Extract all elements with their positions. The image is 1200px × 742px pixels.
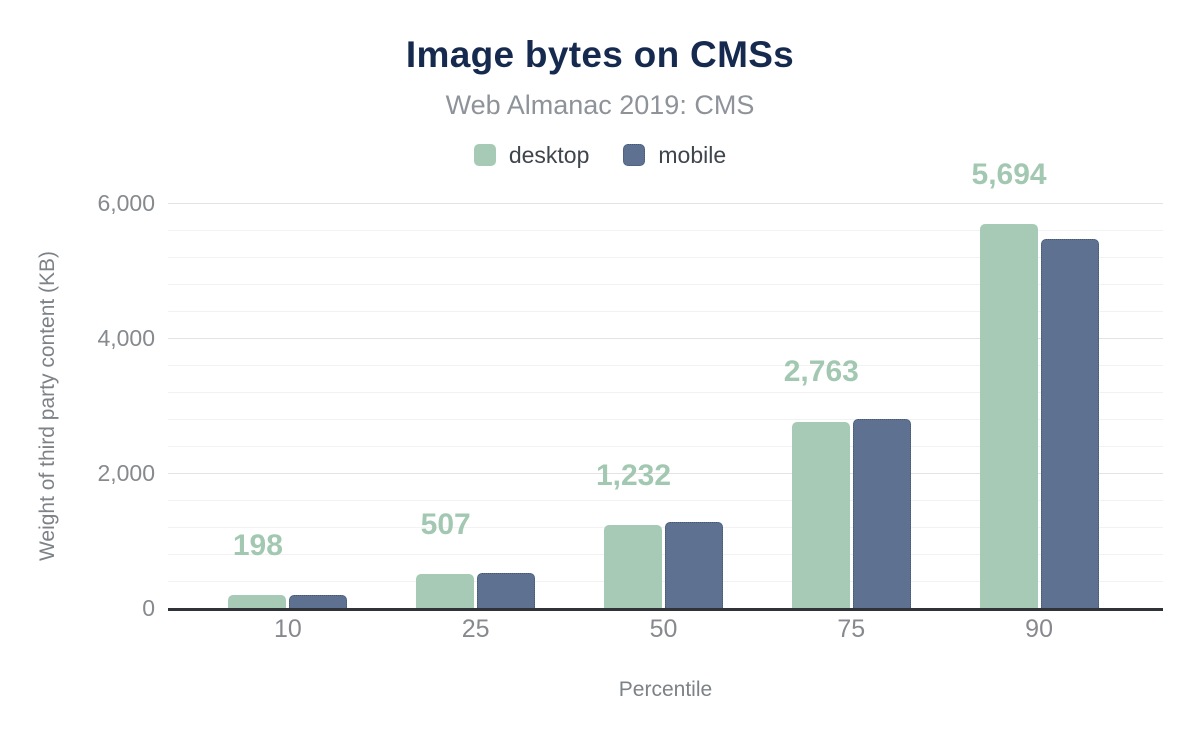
data-label-p75: 2,763 — [783, 355, 859, 388]
gridline-minor — [168, 257, 1163, 258]
x-axis-title: Percentile — [618, 678, 713, 701]
bar-group-p90: 5,694 — [945, 160, 1133, 608]
x-tick-label: 25 — [461, 615, 490, 643]
legend-label: mobile — [658, 141, 727, 168]
bar-group-p10: 198 — [194, 203, 382, 608]
gridline-major — [168, 338, 1163, 339]
data-label-p10: 198 — [232, 529, 283, 562]
bar-mobile-p10[interactable] — [289, 595, 348, 608]
legend: desktop mobile — [0, 141, 1200, 169]
data-label-p90: 5,694 — [971, 158, 1047, 191]
gridline-minor — [168, 230, 1163, 231]
gridline-minor — [168, 446, 1163, 447]
plot-area: 198 507 1,232 2,763 5,694 — [168, 160, 1163, 611]
y-axis-ticks: 6,000 4,000 2,000 0 — [0, 190, 155, 621]
bar-group-p50: 1,232 — [570, 203, 758, 608]
gridline-minor — [168, 365, 1163, 366]
legend-item-mobile[interactable]: mobile — [623, 141, 727, 168]
gridline-major — [168, 203, 1163, 204]
bar-desktop-p25[interactable] — [416, 573, 475, 608]
data-label-p50: 1,232 — [595, 459, 672, 492]
bar-group-p25: 507 — [382, 203, 570, 608]
gridline-minor — [168, 311, 1163, 312]
gridline-minor — [168, 392, 1163, 393]
legend-item-desktop[interactable]: desktop — [473, 141, 590, 168]
data-label-p25: 507 — [420, 508, 471, 541]
bar-desktop-p90[interactable] — [979, 223, 1038, 608]
x-axis-ticks: 10 25 50 75 90 — [168, 616, 1163, 642]
bar-group-p75: 2,763 — [757, 203, 945, 608]
bar-mobile-p25[interactable] — [477, 573, 536, 608]
bar-desktop-p50[interactable] — [603, 524, 662, 608]
legend-swatch-mobile — [623, 144, 646, 166]
y-tick-label: 4,000 — [97, 325, 155, 351]
y-tick-label: 6,000 — [97, 190, 155, 216]
gridline-major — [168, 473, 1163, 474]
x-tick-label: 75 — [837, 615, 866, 643]
x-tick-label: 90 — [1025, 615, 1053, 643]
chart-title: Image bytes on CMSs — [405, 34, 795, 75]
x-tick-label: 50 — [649, 615, 678, 643]
gridline-minor — [168, 284, 1163, 285]
legend-label: desktop — [508, 141, 590, 168]
legend-swatch-desktop — [473, 144, 496, 166]
gridline-minor — [168, 419, 1163, 420]
bar-desktop-p75[interactable] — [791, 421, 850, 608]
bar-mobile-p75[interactable] — [852, 419, 911, 608]
x-tick-label: 10 — [273, 615, 302, 643]
gridline-minor — [168, 500, 1163, 501]
y-tick-label: 0 — [142, 595, 155, 621]
y-tick-label: 2,000 — [97, 460, 155, 486]
bars-row: 198 507 1,232 2,763 5,694 — [168, 160, 1163, 608]
chart-subtitle: Web Almanac 2019: CMS — [445, 90, 755, 120]
bar-mobile-p90[interactable] — [1040, 239, 1099, 608]
bar-desktop-p10[interactable] — [228, 594, 287, 608]
bar-mobile-p50[interactable] — [664, 522, 723, 608]
